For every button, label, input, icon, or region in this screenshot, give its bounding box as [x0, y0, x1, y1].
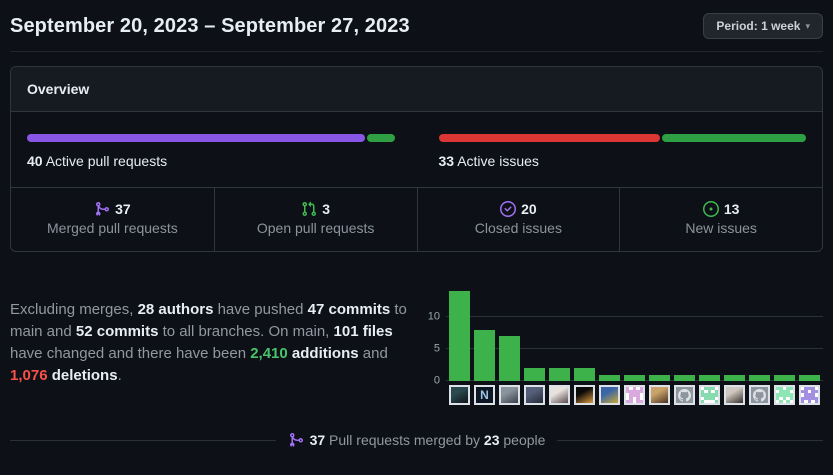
- merged-by-footer: 37 Pull requests merged by 23 people: [10, 432, 823, 448]
- pull-requests-meter-group: 40 Active pull requests: [27, 134, 395, 169]
- author-avatar[interactable]: [574, 385, 595, 405]
- commit-count-bar: [474, 329, 495, 381]
- commit-count-bar: [699, 374, 720, 381]
- active-pull-requests-label: 40 Active pull requests: [27, 153, 395, 169]
- octocat-icon: [753, 388, 766, 402]
- identicon-pattern: [701, 387, 718, 403]
- author-avatar[interactable]: [674, 385, 695, 405]
- overview-stats-row: 37 Merged pull requests 3 Open pull requ…: [11, 187, 822, 251]
- stat-new-issues-count: 13: [723, 201, 740, 217]
- identicon-pattern: [626, 387, 643, 403]
- commits-per-author-chart: 0 5 10 N: [424, 286, 823, 405]
- author-avatar[interactable]: [749, 385, 770, 405]
- stat-closed-issues-label: Closed issues: [474, 220, 562, 236]
- active-issues-text: Active issues: [454, 153, 539, 169]
- git-merge-icon: [289, 433, 303, 447]
- stat-open-value-row: 3: [223, 201, 409, 217]
- author-avatar[interactable]: N: [474, 385, 495, 405]
- identicon-pattern: [776, 387, 793, 403]
- commit-count-bar: [499, 336, 520, 381]
- merged-by-text-row: 37 Pull requests merged by 23 people: [288, 432, 546, 448]
- open-pull-requests-bar: [367, 134, 395, 142]
- stat-merged-value-row: 37: [19, 201, 206, 217]
- commit-count-bar: [524, 368, 545, 381]
- bars-row: [449, 291, 823, 381]
- period-dropdown-button[interactable]: Period: 1 week ▾: [703, 13, 823, 39]
- stat-closed-issues-value-row: 20: [426, 201, 612, 217]
- issue-opened-icon: [702, 201, 719, 217]
- date-range-title: September 20, 2023 – September 27, 2023: [10, 14, 410, 37]
- octocat-icon: [678, 388, 691, 402]
- stat-merged-count: 37: [115, 201, 131, 217]
- pulse-page: September 20, 2023 – September 27, 2023 …: [10, 0, 823, 448]
- author-avatar[interactable]: [624, 385, 645, 405]
- commit-count-bar: [549, 368, 570, 381]
- issues-meter: [438, 134, 806, 142]
- merged-pull-requests-bar: [27, 134, 366, 142]
- stat-merged-label: Merged pull requests: [47, 220, 178, 236]
- commit-count-bar: [574, 368, 595, 381]
- commit-count-bar: [749, 374, 770, 381]
- commit-count-bar: [449, 291, 470, 381]
- author-avatar[interactable]: [649, 385, 670, 405]
- stat-closed-issues-count: 20: [521, 201, 537, 217]
- overview-panel: Overview 40 Active pull requests 33 Acti…: [10, 66, 823, 252]
- commit-count-bar: [599, 374, 620, 381]
- stat-open-label: Open pull requests: [256, 220, 375, 236]
- gridline: [446, 316, 823, 318]
- chart-author-avatars: N: [449, 385, 823, 405]
- stat-closed-issues[interactable]: 20 Closed issues: [416, 188, 620, 251]
- pulse-main-section: Excluding merges, 28 authors have pushed…: [10, 291, 823, 405]
- commit-count-bar: [724, 374, 745, 381]
- activity-summary-text: Excluding merges, 28 authors have pushed…: [10, 301, 407, 384]
- author-avatar[interactable]: [724, 385, 745, 405]
- overview-meters: 40 Active pull requests 33 Active issues: [11, 112, 822, 187]
- divider-line-right: [557, 439, 823, 441]
- active-issues-label: 33 Active issues: [439, 153, 807, 169]
- stat-new-issues-value-row: 13: [628, 201, 814, 217]
- chart-plot-area: 0 5 10: [428, 286, 823, 386]
- closed-issues-bar: [438, 134, 660, 142]
- author-avatar[interactable]: [449, 385, 470, 405]
- gridline: [446, 348, 823, 350]
- stat-merged-pull-requests[interactable]: 37 Merged pull requests: [11, 188, 214, 251]
- active-issues-count: 33: [438, 153, 455, 169]
- commit-count-bar: [624, 374, 645, 381]
- author-avatar[interactable]: [599, 385, 620, 405]
- commit-count-bar: [774, 374, 795, 381]
- chevron-down-icon: ▾: [805, 20, 810, 31]
- git-merge-icon: [96, 202, 110, 216]
- stat-open-pull-requests[interactable]: 3 Open pull requests: [213, 188, 417, 251]
- author-avatar[interactable]: [699, 385, 720, 405]
- commit-count-bar: [674, 374, 695, 381]
- active-pull-requests-count: 40: [27, 153, 43, 169]
- identicon-pattern: [801, 387, 818, 403]
- author-avatar[interactable]: [774, 385, 795, 405]
- logo-letter: N: [480, 388, 489, 402]
- commit-count-bar: [799, 374, 820, 381]
- author-avatar[interactable]: [549, 385, 570, 405]
- page-header: September 20, 2023 – September 27, 2023 …: [10, 0, 823, 52]
- issue-closed-icon: [500, 201, 517, 217]
- git-pull-request-icon: [302, 201, 317, 217]
- author-avatar[interactable]: [799, 385, 820, 405]
- author-avatar[interactable]: [499, 385, 520, 405]
- commit-count-bar: [649, 374, 670, 381]
- stat-open-count: 3: [322, 201, 331, 217]
- merged-by-text: 37 Pull requests merged by 23 people: [309, 432, 546, 448]
- active-pull-requests-text: Active pull requests: [42, 153, 168, 169]
- y-axis-tick-label: 10: [427, 310, 440, 323]
- overview-panel-title: Overview: [11, 67, 822, 112]
- divider-line-left: [10, 439, 276, 441]
- y-axis-tick-label: 0: [433, 374, 440, 387]
- pull-requests-meter: [27, 134, 395, 142]
- stat-new-issues-label: New issues: [685, 220, 757, 236]
- stat-new-issues[interactable]: 13 New issues: [619, 188, 822, 251]
- author-avatar[interactable]: [524, 385, 545, 405]
- new-issues-bar: [662, 134, 806, 142]
- period-dropdown-label: Period: 1 week: [716, 19, 801, 33]
- y-axis-tick-label: 5: [433, 342, 440, 355]
- issues-meter-group: 33 Active issues: [438, 134, 807, 169]
